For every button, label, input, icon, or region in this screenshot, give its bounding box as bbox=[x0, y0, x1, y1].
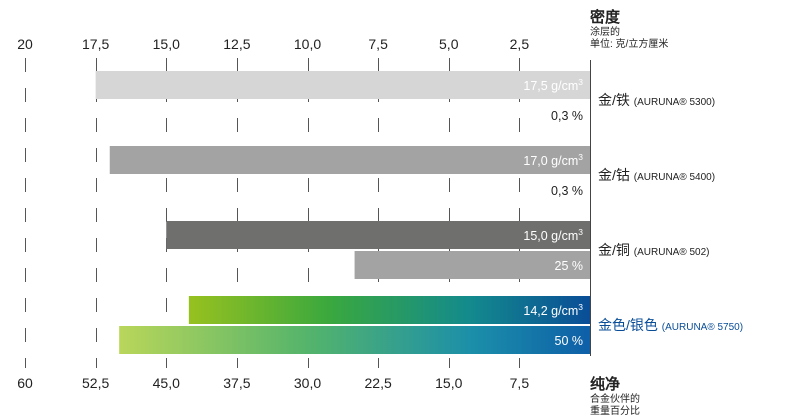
alloy-label: 金/铁 (AURUNA® 5300) bbox=[598, 92, 715, 108]
purity-axis-title: 纯净 bbox=[590, 375, 620, 393]
alloy-label: 金/钴 (AURUNA® 5400) bbox=[598, 167, 715, 183]
density-axis-subtitle-line1: 涂层的 bbox=[590, 25, 620, 38]
purity-bar bbox=[587, 176, 590, 204]
bottom-tick-label: 52,5 bbox=[82, 375, 109, 391]
top-tick-label: 12,5 bbox=[223, 36, 250, 52]
grid-lines bbox=[25, 58, 520, 368]
bottom-tick-label: 22,5 bbox=[365, 375, 392, 391]
purity-bar bbox=[354, 251, 590, 279]
purity-axis-subtitle-line1: 合金伙伴的 bbox=[590, 392, 640, 405]
purity-axis-subtitle-line2: 重量百分比 bbox=[590, 404, 640, 417]
purity-bar bbox=[119, 326, 591, 354]
bottom-tick-label: 15,0 bbox=[435, 375, 462, 391]
top-tick-label: 7,5 bbox=[368, 36, 388, 52]
top-tick-label: 5,0 bbox=[439, 36, 459, 52]
density-value-label: 14,2 g/cm3 bbox=[523, 302, 583, 318]
density-bar bbox=[95, 71, 590, 99]
density-axis-subtitle-line2: 单位: 克/立方厘米 bbox=[590, 37, 668, 50]
bottom-tick-label: 7,5 bbox=[510, 375, 530, 391]
purity-value-label: 0,3 % bbox=[551, 109, 583, 123]
top-tick-label: 20 bbox=[17, 36, 33, 52]
top-tick-label: 15,0 bbox=[153, 36, 180, 52]
top-axis-ticks: 20 17,5 15,0 12,5 10,0 7,5 5,0 2,5 bbox=[17, 36, 529, 52]
density-value-label: 17,5 g/cm3 bbox=[523, 77, 583, 93]
purity-value-label: 0,3 % bbox=[551, 184, 583, 198]
density-bar bbox=[109, 146, 590, 174]
bars bbox=[95, 71, 591, 354]
density-value-label: 17,0 g/cm3 bbox=[523, 152, 583, 168]
purity-value-label: 50 % bbox=[555, 334, 584, 348]
bottom-tick-label: 60 bbox=[17, 375, 33, 391]
purity-value-label: 25 % bbox=[555, 259, 584, 273]
density-value-label: 15,0 g/cm3 bbox=[523, 227, 583, 243]
top-tick-label: 2,5 bbox=[510, 36, 530, 52]
top-tick-label: 17,5 bbox=[82, 36, 109, 52]
bottom-tick-label: 37,5 bbox=[223, 375, 250, 391]
alloy-label: 金/铜 (AURUNA® 502) bbox=[598, 242, 710, 258]
density-axis-title: 密度 bbox=[590, 8, 621, 26]
bar-labels: 17,5 g/cm3 0,3 % 金/铁 (AURUNA® 5300) 17,0 g/… bbox=[523, 77, 743, 348]
top-tick-label: 10,0 bbox=[294, 36, 321, 52]
purity-bar bbox=[587, 101, 590, 129]
density-bar bbox=[188, 296, 590, 324]
bottom-tick-label: 30,0 bbox=[294, 375, 321, 391]
alloy-label: 金色/银色 (AURUNA® 5750) bbox=[598, 317, 743, 333]
bottom-tick-label: 45,0 bbox=[153, 375, 180, 391]
density-bar bbox=[166, 221, 590, 249]
bottom-axis-ticks: 60 52,5 45,0 37,5 30,0 22,5 15,0 7,5 bbox=[17, 375, 529, 391]
